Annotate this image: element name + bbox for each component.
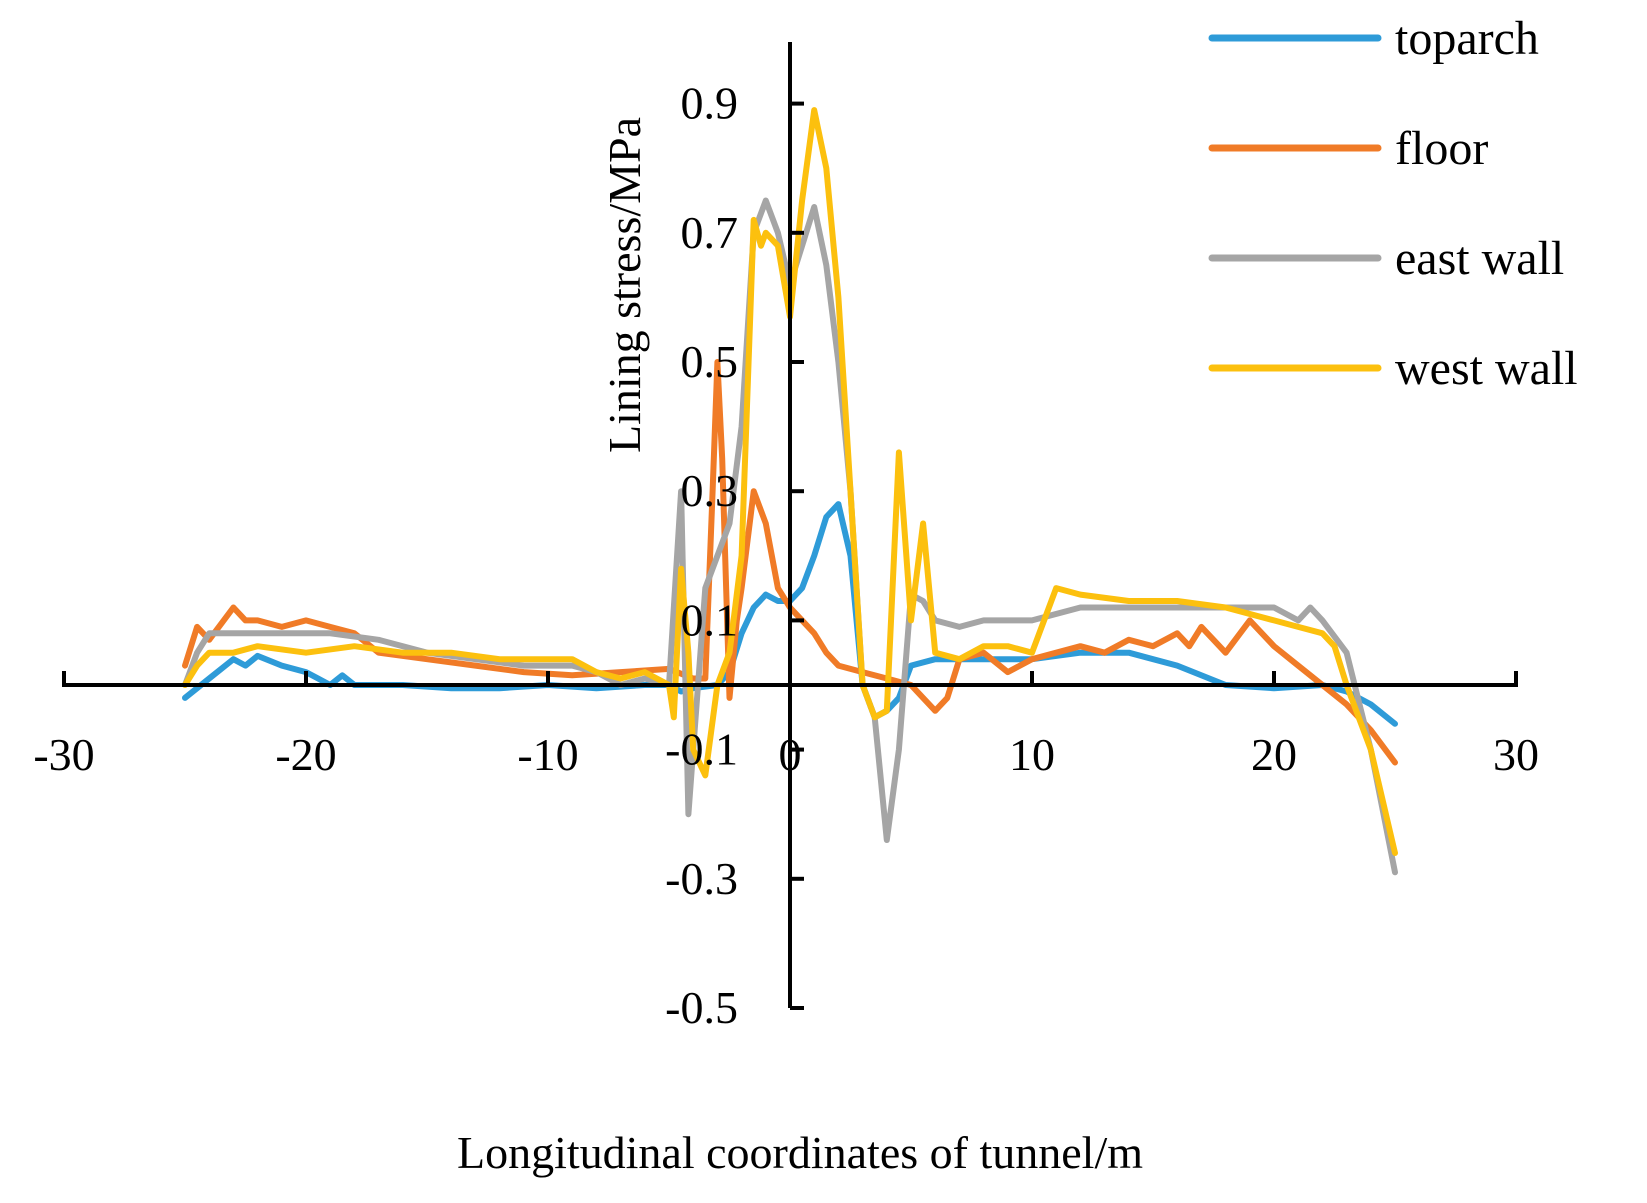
- y-tick-label: 0.3: [681, 465, 739, 516]
- y-tick-label: 0.9: [681, 78, 739, 129]
- y-tick-label: -0.5: [665, 982, 738, 1033]
- axes-layer: [62, 42, 1518, 1008]
- x-tick-label: 30: [1493, 729, 1539, 780]
- y-tick-label: -0.3: [665, 853, 738, 904]
- x-tick-label: -10: [517, 729, 578, 780]
- ticks-layer: -30 -20 -10 0 10 20 30 0.9 0.7 0.5 0.3 0.1 -0.1 -0.3 -…: [33, 78, 1539, 1033]
- x-tick-label: -20: [275, 729, 336, 780]
- y-tick-label: 0.7: [681, 207, 739, 258]
- legend: toparch floor east wall west wall: [1208, 12, 1578, 395]
- y-tick-label: 0.5: [681, 336, 739, 387]
- legend-label: east wall: [1395, 232, 1564, 285]
- x-tick-label: -30: [33, 729, 94, 780]
- legend-label: toparch: [1395, 12, 1539, 65]
- series-line-west-wall: [182, 107, 1398, 856]
- legend-label: west wall: [1395, 342, 1578, 395]
- x-tick-label: 0: [779, 729, 802, 780]
- x-axis-title: Longitudinal coordinates of tunnel/m: [457, 1127, 1143, 1178]
- y-axis-title: Lining stress/MPa: [599, 117, 650, 453]
- x-tick-label: 20: [1251, 729, 1297, 780]
- series-layer: [182, 107, 1398, 876]
- series-line-floor: [182, 359, 1398, 766]
- x-tick-label: 10: [1009, 729, 1055, 780]
- y-tick-label: -0.1: [665, 724, 738, 775]
- y-tick-label: 0.1: [681, 594, 739, 645]
- legend-label: floor: [1395, 122, 1488, 175]
